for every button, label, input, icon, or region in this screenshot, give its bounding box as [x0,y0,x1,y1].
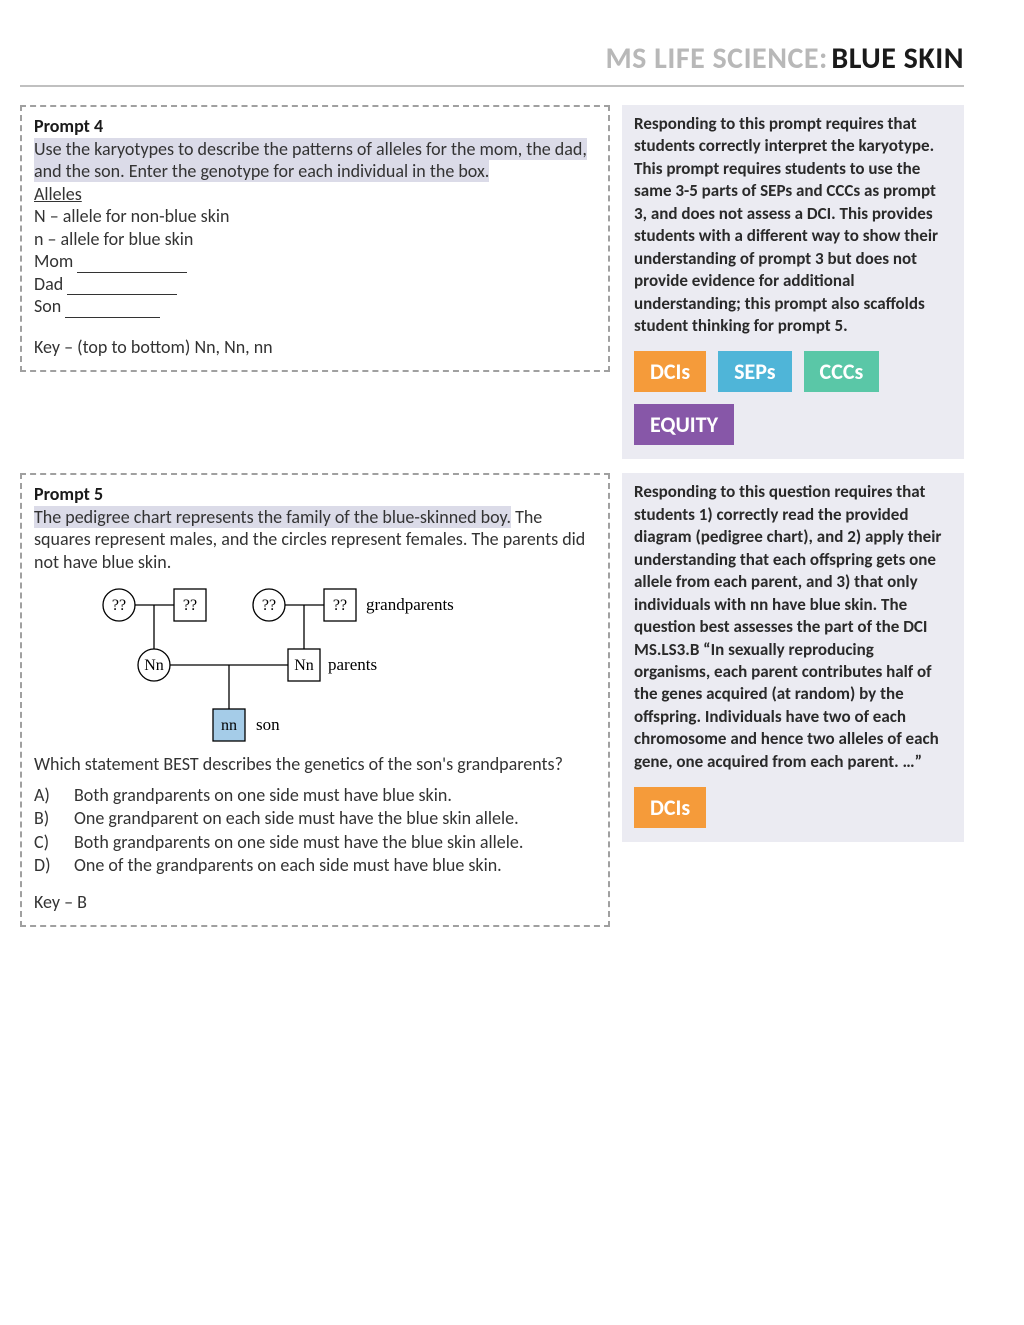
svg-text:??: ?? [183,597,197,614]
svg-text:??: ?? [112,597,126,614]
header-category: MS LIFE SCIENCE: [605,40,827,77]
option-row: B)One grandparent on each side must have… [34,807,596,830]
option-row: C)Both grandparents on one side must hav… [34,831,596,854]
badge-row-4: DCIs SEPs CCCs EQUITY [634,351,952,445]
badge-dcis: DCIs [634,787,706,828]
prompt-5-instruction: The pedigree chart represents the family… [34,506,596,574]
side-5-text: Responding to this question requires tha… [634,481,952,773]
son-line: Son [34,295,596,318]
side-panel-4: Responding to this prompt requires that … [622,105,964,459]
option-text: Both grandparents on one side must have … [74,831,523,854]
option-row: A)Both grandparents on one side must hav… [34,784,596,807]
mom-line: Mom [34,250,596,273]
svg-text:grandparents: grandparents [366,595,454,614]
pedigree-diagram: ?? ?? ?? ?? grandparents Nn Nn parents n… [74,583,596,743]
allele-n-upper: N – allele for non-blue skin [34,205,596,228]
prompt-5-question: Which statement BEST describes the genet… [34,753,596,776]
badge-cccs: CCCs [804,351,880,392]
svg-text:parents: parents [328,655,377,674]
badge-row-5: DCIs [634,787,952,828]
page-header: MS LIFE SCIENCE: BLUE SKIN [20,40,964,87]
svg-text:Nn: Nn [294,657,314,674]
side-panel-5: Responding to this question requires tha… [622,473,964,842]
prompt-5-box: Prompt 5 The pedigree chart represents t… [20,473,610,927]
badge-seps: SEPs [718,351,791,392]
svg-text:nn: nn [221,717,237,734]
prompt-4-box: Prompt 4 Use the karyotypes to describe … [20,105,610,372]
prompt-4-key: Key – (top to bottom) Nn, Nn, nn [34,336,596,359]
svg-text:son: son [256,715,280,734]
alleles-heading: Alleles [34,183,596,206]
dad-line: Dad [34,273,596,296]
prompt-4-instruction: Use the karyotypes to describe the patte… [34,138,596,183]
prompt-5-options: A)Both grandparents on one side must hav… [34,784,596,877]
badge-equity: EQUITY [634,404,734,445]
svg-text:Nn: Nn [144,657,164,674]
option-row: D)One of the grandparents on each side m… [34,854,596,877]
option-letter: D) [34,854,74,877]
allele-n-lower: n – allele for blue skin [34,228,596,251]
option-text: Both grandparents on one side must have … [74,784,452,807]
badge-dcis: DCIs [634,351,706,392]
option-text: One grandparent on each side must have t… [74,807,519,830]
svg-text:??: ?? [262,597,276,614]
row-prompt-5: Prompt 5 The pedigree chart represents t… [20,473,964,927]
option-letter: A) [34,784,74,807]
prompt-4-title: Prompt 4 [34,115,596,138]
option-text: One of the grandparents on each side mus… [74,854,502,877]
prompt-5-title: Prompt 5 [34,483,596,506]
svg-text:??: ?? [333,597,347,614]
option-letter: B) [34,807,74,830]
prompt-5-key: Key – B [34,891,596,914]
option-letter: C) [34,831,74,854]
side-4-text: Responding to this prompt requires that … [634,113,952,337]
header-topic: BLUE SKIN [831,40,964,77]
row-prompt-4: Prompt 4 Use the karyotypes to describe … [20,105,964,459]
